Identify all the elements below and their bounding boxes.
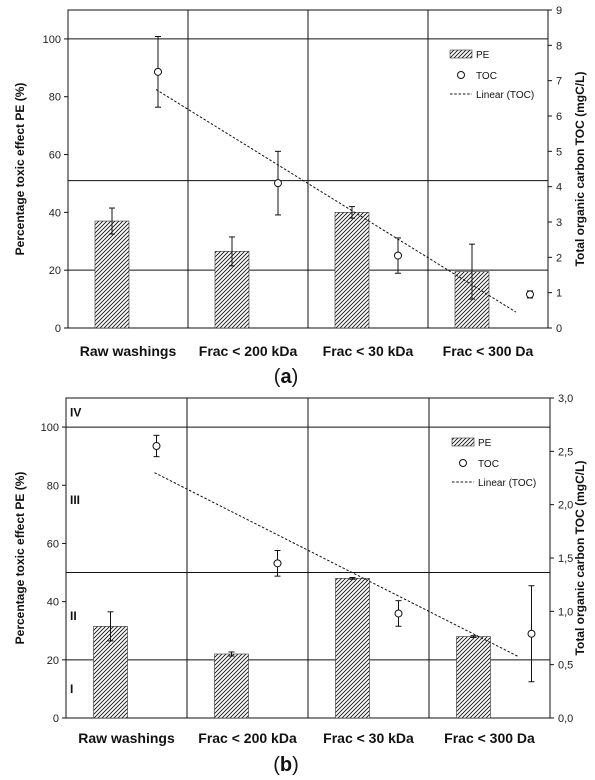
toc-trend-line: [155, 89, 517, 313]
y-tick-label: 0: [55, 323, 61, 335]
y2-tick-label: 7: [556, 76, 562, 88]
category-label: Frac < 30 kDa: [323, 343, 414, 359]
y-tick-label: 40: [49, 207, 61, 219]
pe-bar: [94, 220, 130, 329]
category-label: Raw washings: [80, 343, 177, 359]
y-tick-label: 80: [49, 92, 61, 104]
zone-label: III: [70, 493, 80, 507]
chart-panel-a: 0 20 40 60 80 100 0 1 2 3 4 5 6 7 8 9 Percentage toxic e…: [13, 5, 587, 388]
zone-label: IV: [70, 406, 81, 420]
chart-panel-b: 0 20 40 60 80 100 0,0 0,5 1,0 1,5 2,0 2,5 3,0 Percent…: [13, 393, 587, 776]
legend-swatch-toc: [457, 71, 465, 79]
y-tick-label: 20: [49, 265, 61, 277]
y2-tick-label: 2: [556, 252, 562, 264]
y-tick-label: 0: [53, 713, 59, 725]
legend-label-pe: PE: [478, 438, 492, 449]
legend-label-pe: PE: [476, 50, 490, 61]
legend-label-toc: TOC: [476, 71, 497, 82]
category-label: Frac < 200 kDa: [198, 730, 297, 746]
y2-tick-label: 1,5: [558, 553, 573, 565]
legend-label-toc: TOC: [478, 459, 499, 470]
y2-tick-label: 0,5: [558, 660, 573, 672]
toc-point: [394, 609, 403, 618]
y2-tick-label: 4: [556, 182, 562, 194]
legend-label-trend: Linear (TOC): [478, 478, 536, 489]
toc-point: [152, 442, 161, 450]
y-axis-label: Percentage toxic effect PE (%): [13, 83, 27, 256]
toc-point: [394, 251, 402, 260]
toc-point: [273, 559, 282, 568]
y2-tick-label: 9: [556, 5, 562, 17]
pe-bar: [93, 626, 128, 719]
legend-label-trend: Linear (TOC): [476, 90, 534, 101]
category-label: Raw washings: [78, 730, 175, 746]
y2-tick-label: 3,0: [558, 393, 573, 405]
pe-bar: [456, 636, 491, 719]
y2-tick-label: 1,0: [558, 606, 573, 618]
y-tick-label: 100: [43, 34, 61, 46]
panel-paren-close: ): [292, 366, 299, 388]
y2-tick-label: 2,0: [558, 500, 573, 512]
zone-label: I: [70, 682, 73, 696]
panel-paren-open: (: [274, 366, 281, 388]
toc-point: [274, 179, 282, 188]
pe-bar: [335, 578, 370, 719]
panel-caption: (b): [273, 754, 299, 776]
y2-tick-label: 2,5: [558, 446, 573, 458]
y-tick-label: 80: [47, 480, 59, 492]
toc-point: [526, 290, 534, 299]
panel-paren-open: (: [273, 754, 280, 776]
pe-bar: [334, 212, 370, 329]
legend-swatch-pe: [451, 437, 475, 447]
y-tick-label: 40: [47, 597, 59, 609]
y-tick-label: 60: [47, 538, 59, 550]
y2-tick-label: 5: [556, 146, 562, 158]
panel-paren-close: ): [292, 754, 299, 776]
y2-axis-label: Total organic carbon TOC (mgC/L): [573, 461, 587, 656]
toc-point: [154, 67, 162, 76]
y2-tick-label: 3: [556, 217, 562, 229]
panel-caption: (a): [274, 366, 298, 388]
legend-swatch-toc: [459, 459, 467, 467]
y-tick-label: 20: [47, 655, 59, 667]
toc-point: [527, 629, 536, 638]
y-tick-label: 60: [49, 150, 61, 162]
zone-label: II: [70, 609, 77, 623]
y2-tick-label: 1: [556, 288, 562, 300]
y2-tick-label: 0,0: [558, 713, 573, 725]
category-label: Frac < 300 Da: [444, 730, 535, 746]
y2-tick-label: 6: [556, 111, 562, 123]
y2-axis-label: Total organic carbon TOC (mgC/L): [573, 72, 587, 267]
y-tick-label: 100: [41, 422, 59, 434]
y-axis-label: Percentage toxic effect PE (%): [13, 472, 27, 645]
pe-bar: [214, 653, 249, 719]
panel-letter: b: [280, 754, 292, 776]
y2-tick-label: 8: [556, 40, 562, 52]
y2-tick-label: 0: [556, 323, 562, 335]
toc-trend-line: [154, 472, 518, 657]
legend-swatch-pe: [449, 49, 473, 59]
panel-letter: a: [280, 366, 292, 388]
category-label: Frac < 300 Da: [443, 343, 534, 359]
category-label: Frac < 200 kDa: [199, 343, 298, 359]
category-label: Frac < 30 kDa: [323, 730, 414, 746]
